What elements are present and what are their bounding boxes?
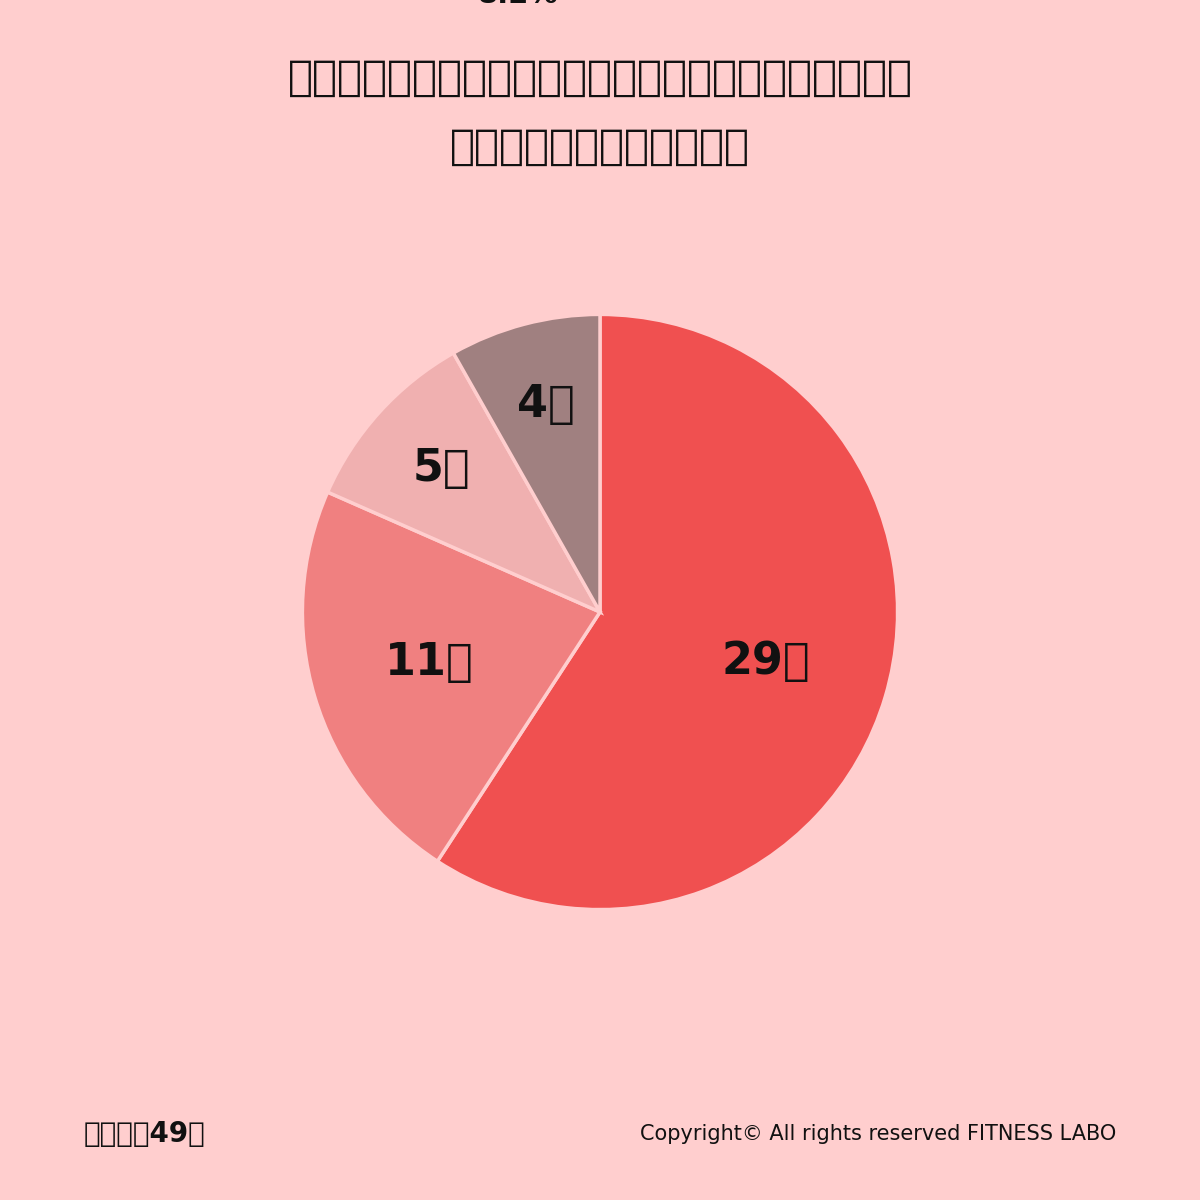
Text: 29人: 29人 [721,640,810,683]
Text: あまり実感できなかった
8.2%: あまり実感できなかった 8.2% [421,0,614,10]
Text: に対する回答（女性のみ）: に対する回答（女性のみ） [450,126,750,168]
Wedge shape [454,314,600,612]
Wedge shape [302,492,600,862]
Wedge shape [328,353,600,612]
Text: 11人: 11人 [384,641,473,684]
Text: Copyright© All rights reserved FITNESS LABO: Copyright© All rights reserved FITNESS L… [640,1124,1116,1144]
Text: 5人: 5人 [413,446,470,490]
Wedge shape [437,314,898,910]
Text: 「パーソナルジムに通って効果は実感できましたか？」: 「パーソナルジムに通って効果は実感できましたか？」 [288,56,912,98]
Text: 回答数：49名: 回答数：49名 [84,1120,205,1148]
Text: 4人: 4人 [516,383,575,426]
